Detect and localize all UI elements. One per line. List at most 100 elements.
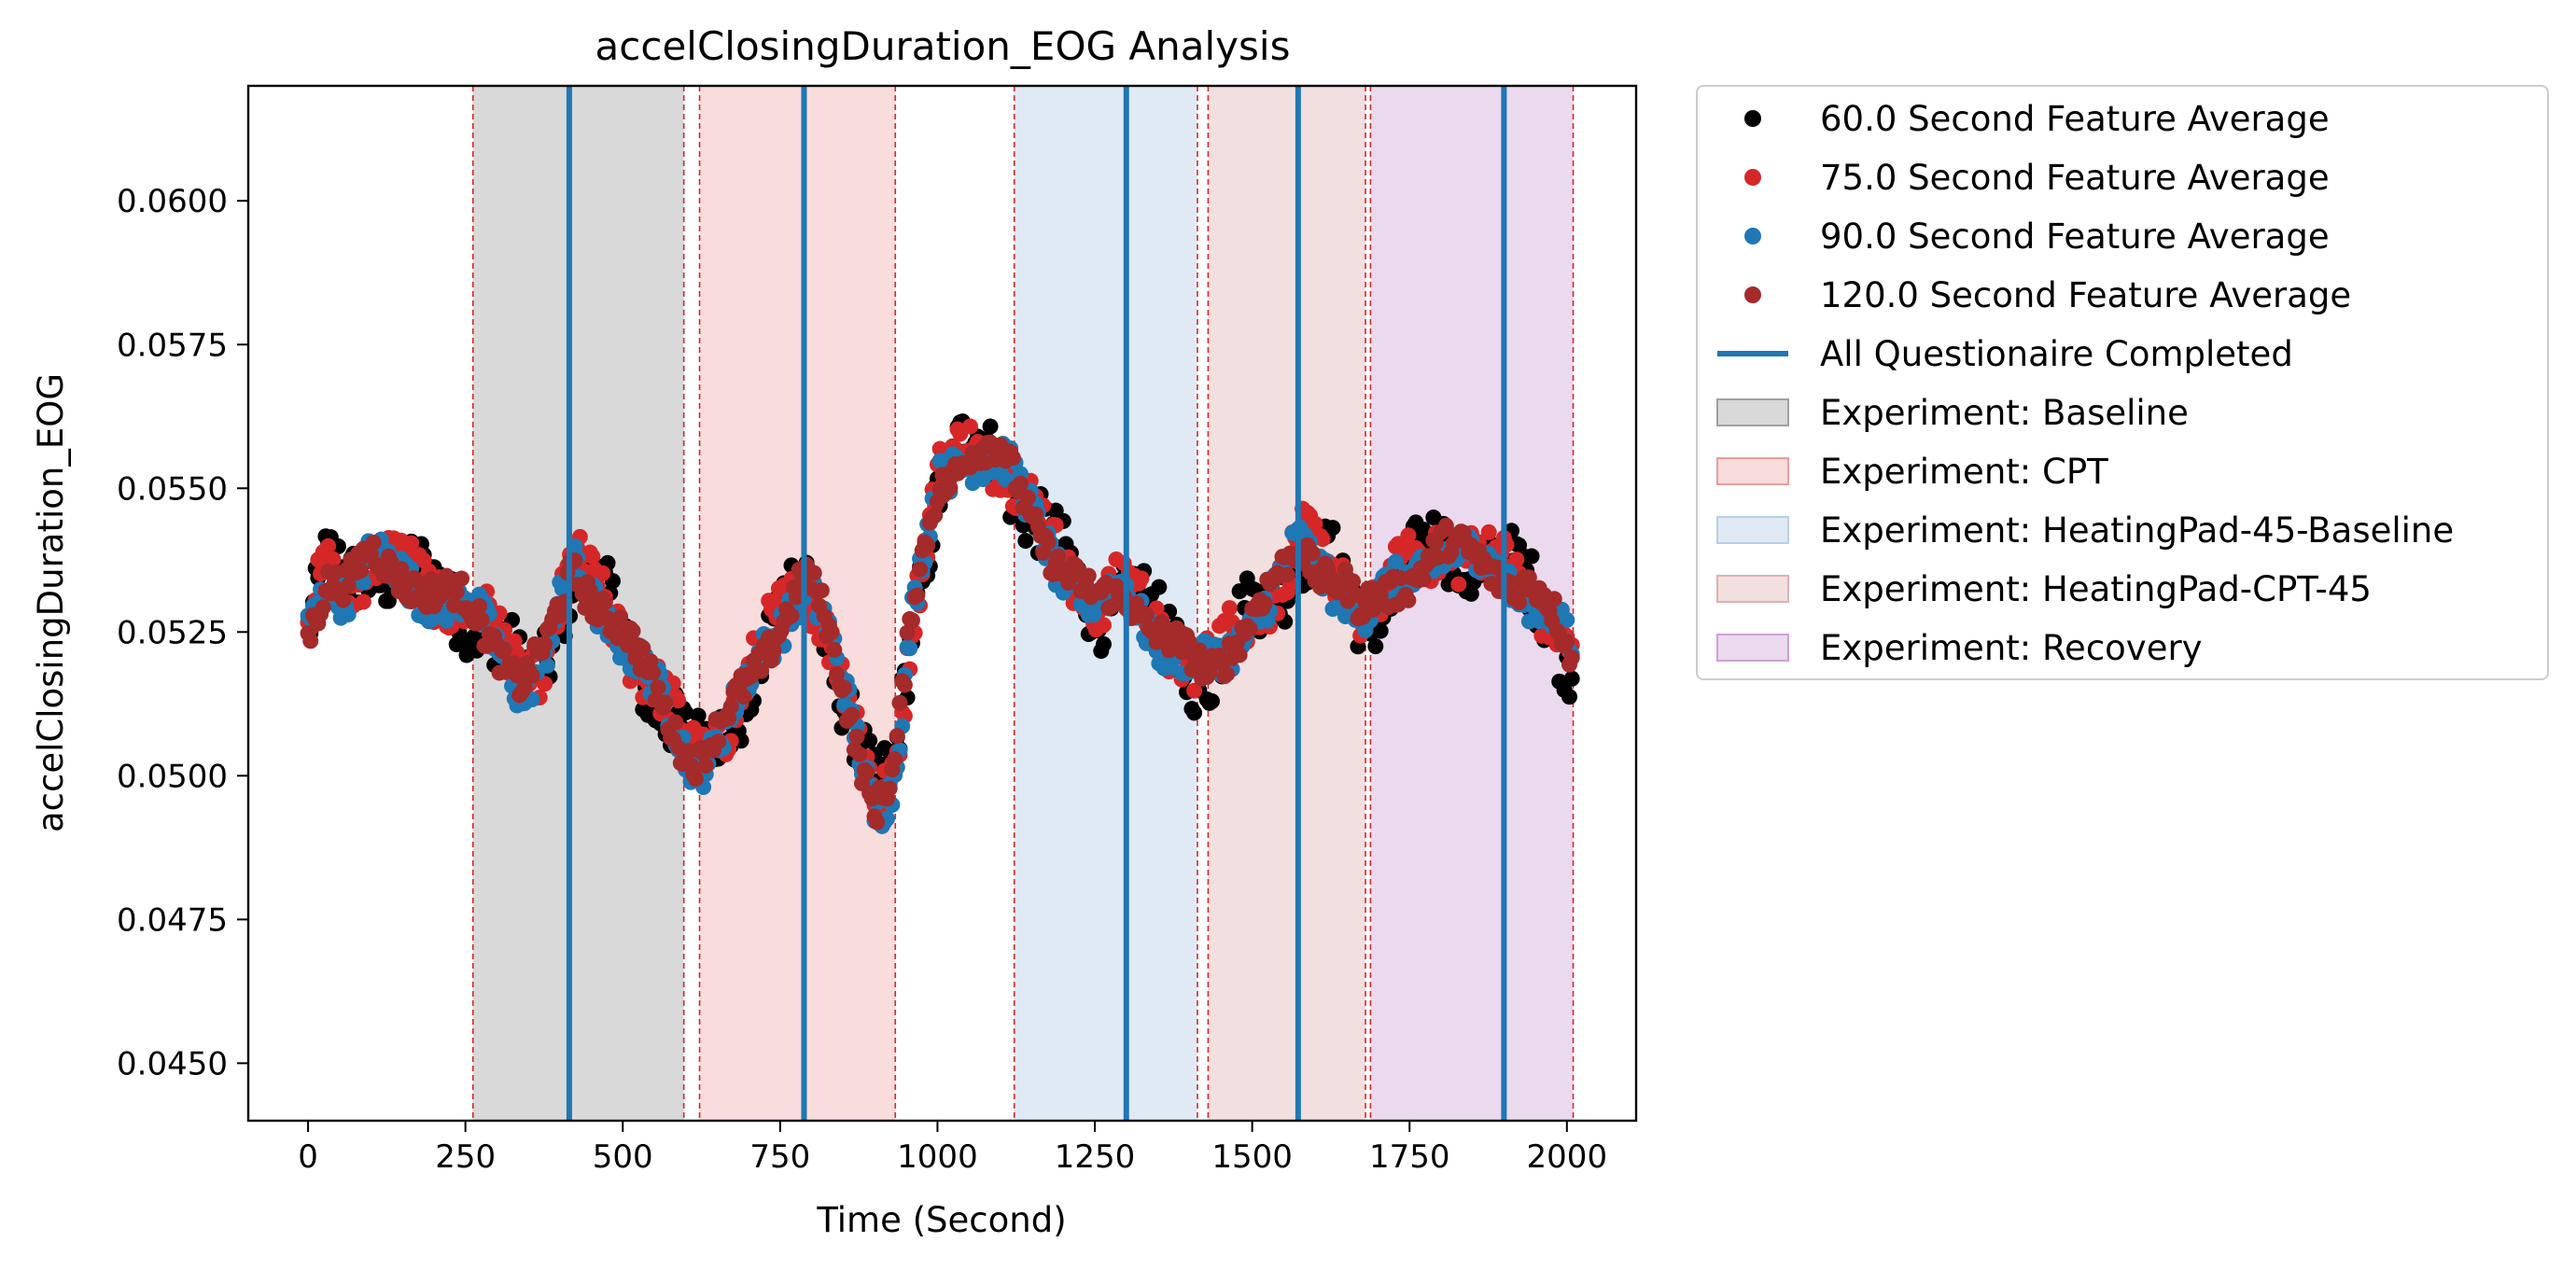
data-point (516, 678, 533, 695)
data-point (851, 746, 868, 762)
data-point (1155, 618, 1172, 635)
data-point (710, 733, 727, 750)
legend-swatch (1716, 575, 1789, 603)
legend-label: Experiment: HeatingPad-45-Baseline (1820, 510, 2454, 551)
data-point (650, 679, 666, 696)
data-point (1304, 545, 1321, 562)
data-point (1387, 553, 1404, 570)
data-point (1050, 548, 1067, 565)
data-point (722, 698, 739, 715)
data-point (1415, 571, 1432, 588)
data-point (903, 612, 920, 629)
data-point (687, 771, 704, 788)
data-point (836, 679, 853, 696)
data-point (1559, 611, 1575, 628)
legend-label: Experiment: Recovery (1820, 628, 2203, 668)
y-tick-label: 0.0550 (117, 470, 228, 508)
data-point (584, 548, 601, 565)
data-point (962, 418, 979, 435)
legend-item: Experiment: HeatingPad-45-Baseline (1716, 510, 2454, 551)
data-point (302, 633, 319, 649)
data-point (805, 565, 822, 581)
data-point (509, 667, 525, 684)
data-point (1012, 475, 1029, 492)
data-point (1004, 450, 1021, 467)
data-point (506, 655, 523, 672)
data-point (931, 453, 948, 469)
chart-title: accelClosingDuration_EOG Analysis (595, 23, 1291, 69)
series-points (300, 434, 1580, 830)
legend-label: 60.0 Second Feature Average (1820, 99, 2330, 139)
data-point (1523, 548, 1540, 565)
data-point (403, 535, 420, 551)
data-point (826, 641, 843, 658)
legend-swatch (1716, 457, 1789, 485)
data-point (1372, 622, 1389, 639)
data-point (899, 624, 916, 641)
y-tick-label: 0.0525 (117, 614, 228, 651)
data-point (657, 694, 674, 711)
data-point (353, 562, 370, 579)
data-point (861, 733, 878, 749)
x-tick-label: 0 (298, 1138, 318, 1176)
data-point (1241, 621, 1258, 637)
data-point (891, 694, 908, 711)
data-point (765, 593, 782, 609)
data-point (1085, 607, 1102, 623)
data-point (1080, 567, 1097, 584)
y-axis-ticks: 0.0450 0.0475 0.0500 0.0525 0.0550 0.0575 0.06… (117, 183, 248, 1082)
data-point (1322, 568, 1338, 585)
y-tick-label: 0.0575 (117, 327, 228, 364)
data-point (1561, 689, 1578, 705)
data-point (1203, 692, 1220, 709)
legend-item: Experiment: CPT (1716, 452, 2108, 492)
data-point (365, 534, 382, 551)
data-point (1324, 520, 1341, 537)
legend-item: 75.0 Second Feature Average (1744, 158, 2330, 198)
legend-frame (1696, 85, 2549, 680)
data-point (753, 663, 770, 679)
data-point (1231, 647, 1248, 663)
legend-swatch (1716, 516, 1789, 544)
legend-marker (1744, 228, 1761, 244)
y-tick-label: 0.0600 (117, 183, 228, 220)
data-point (1546, 591, 1562, 607)
legend-item: Experiment: Baseline (1716, 393, 2189, 433)
data-point (1020, 489, 1037, 506)
y-tick-label: 0.0450 (117, 1045, 228, 1082)
legend-label: Experiment: HeatingPad-CPT-45 (1820, 569, 2372, 609)
legend-label: All Questionaire Completed (1820, 334, 2293, 374)
data-point (1186, 705, 1203, 721)
legend-label: 90.0 Second Feature Average (1820, 216, 2330, 257)
data-point (788, 589, 805, 606)
data-point (1400, 592, 1417, 608)
data-point (340, 578, 357, 594)
data-point (927, 507, 944, 523)
data-point (1511, 593, 1528, 610)
data-point (982, 418, 999, 435)
data-point (667, 714, 684, 731)
data-point (320, 537, 337, 554)
data-point (1563, 649, 1580, 666)
data-point (612, 609, 629, 626)
data-point (1488, 559, 1505, 576)
legend-item: 120.0 Second Feature Average (1744, 275, 2351, 315)
data-point (1103, 598, 1120, 615)
legend-item: Experiment: HeatingPad-CPT-45 (1716, 569, 2372, 609)
data-point (1186, 682, 1203, 699)
data-point (1221, 600, 1238, 617)
data-point (1219, 665, 1236, 682)
data-point (869, 814, 886, 830)
data-point (496, 641, 512, 658)
y-tick-label: 0.0500 (117, 758, 228, 795)
data-point (1017, 533, 1034, 550)
data-point (438, 612, 455, 629)
data-point (844, 706, 861, 723)
legend-label: 120.0 Second Feature Average (1820, 275, 2351, 315)
data-point (1415, 521, 1432, 537)
data-point (355, 593, 371, 610)
data-point (765, 642, 782, 659)
scatter-points (300, 413, 1580, 834)
data-point (1028, 506, 1044, 523)
